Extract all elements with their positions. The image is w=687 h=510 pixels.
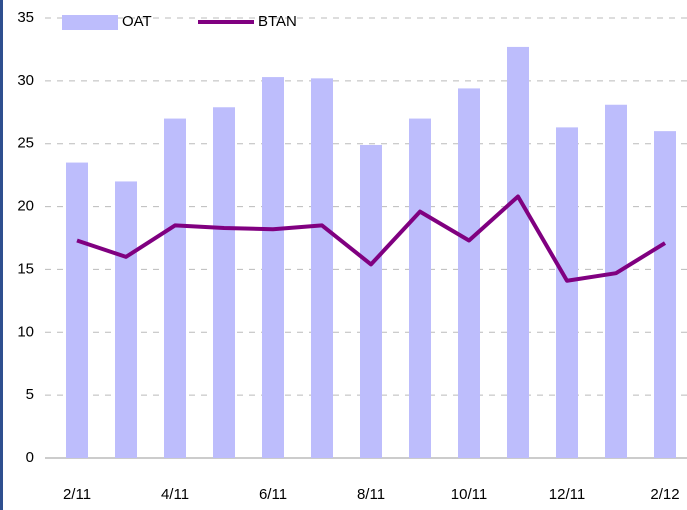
bar xyxy=(311,78,333,458)
legend-swatch xyxy=(62,15,118,30)
y-tick-label: 10 xyxy=(17,323,34,340)
bar xyxy=(409,118,431,459)
y-tick-label: 0 xyxy=(26,449,34,466)
bar xyxy=(507,46,529,459)
bar xyxy=(262,77,284,458)
y-tick-label: 15 xyxy=(17,260,34,277)
y-tick-label: 5 xyxy=(26,386,34,403)
left-border xyxy=(0,0,3,510)
legend-label: BTAN xyxy=(258,13,297,30)
bar xyxy=(654,131,676,458)
bar xyxy=(115,181,137,458)
y-tick-label: 25 xyxy=(17,135,34,152)
line xyxy=(76,194,667,283)
x-tick-label: 4/11 xyxy=(161,486,189,503)
x-tick-label: 10/11 xyxy=(451,486,487,503)
bar xyxy=(458,88,480,459)
y-tick-label: 35 xyxy=(17,9,34,26)
bar xyxy=(213,107,235,458)
x-tick-label: 2/12 xyxy=(650,486,679,503)
x-tick-label: 12/11 xyxy=(549,486,585,503)
y-tick-label: 30 xyxy=(17,72,34,89)
bar xyxy=(360,144,382,458)
bar xyxy=(556,127,578,458)
bar xyxy=(66,162,88,459)
x-tick-label: 8/11 xyxy=(357,486,385,503)
legend-label: OAT xyxy=(122,13,152,30)
x-tick-label: 6/11 xyxy=(259,486,287,503)
y-tick-label: 20 xyxy=(17,198,34,215)
bar xyxy=(605,104,627,458)
bar xyxy=(164,118,186,459)
x-tick-label: 2/11 xyxy=(63,486,91,503)
